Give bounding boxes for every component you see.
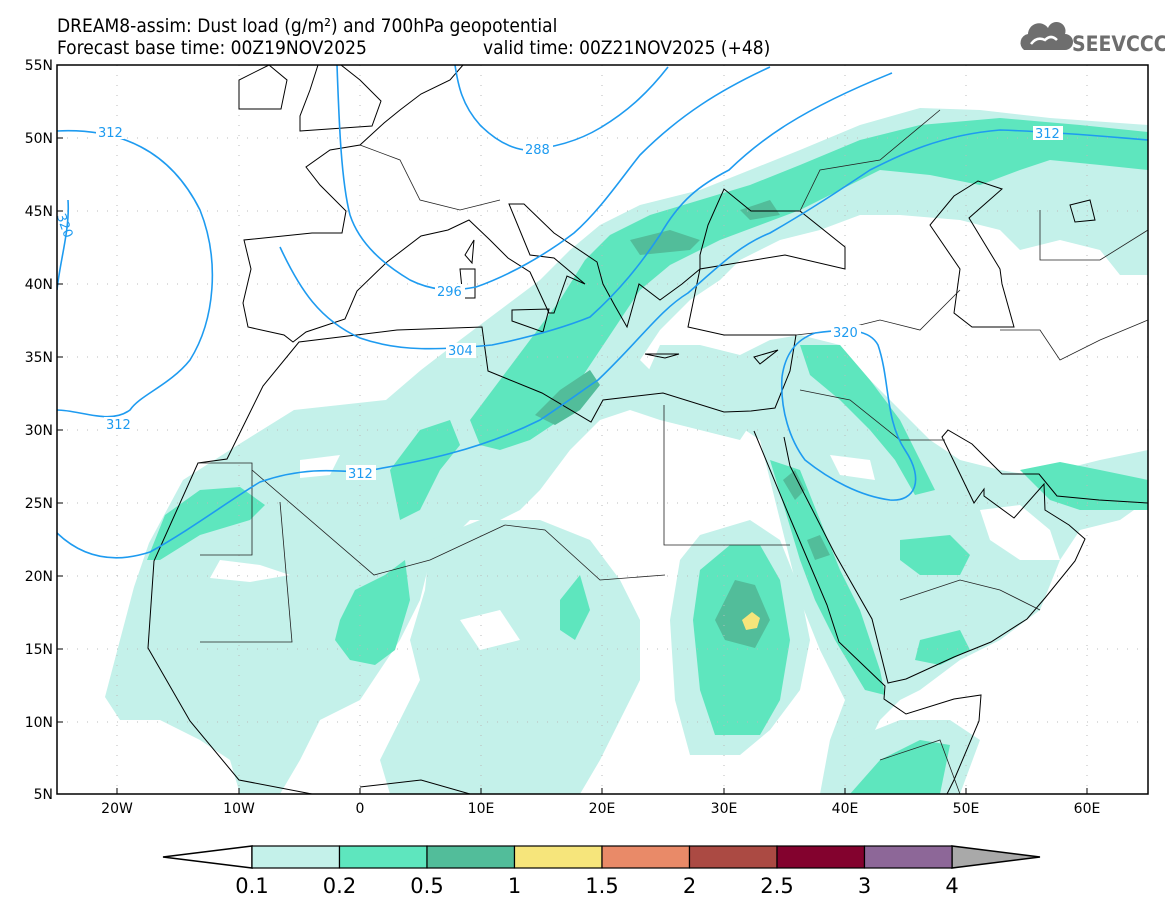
colorbar-above-range-triangle: [951, 845, 1041, 869]
colorbar-swatch: [426, 845, 516, 869]
contour-312-nw: [57, 129, 214, 418]
lat-label: 50N: [25, 131, 53, 147]
lat-label: 20N: [25, 569, 53, 585]
lat-label: 25N: [25, 496, 53, 512]
colorbar-legend: 0.1 0.2 0.5 1 1.5 2 2.5 3 4: [162, 845, 1041, 898]
valid-time: valid time: 00Z21NOV2025 (+48): [483, 37, 770, 59]
seevccc-logo: SEEVCCC: [1020, 21, 1165, 56]
colorbar-label: 0.5: [410, 874, 443, 898]
colorbar-swatch: [863, 845, 953, 869]
coastlines: [147, 65, 1148, 794]
geopotential-contours: [57, 65, 1148, 559]
lon-label: 50E: [953, 801, 980, 817]
colorbar-below-range-triangle: [162, 845, 253, 869]
contour-labels: 312 320 312 312 312 304 296 288 320: [53, 125, 1063, 482]
map-panel: 312 320 312 312 312 304 296 288 320 55N: [25, 58, 1149, 817]
longitude-labels: 20W 10W 0 10E 20E 30E 40E 50E 60E: [101, 801, 1100, 817]
latitude-labels: 55N 50N 45N 40N 35N 30N 25N 20N 15N 10N …: [25, 58, 53, 803]
lat-label: 15N: [25, 642, 53, 658]
lat-label: 10N: [25, 715, 53, 731]
dust-layer-0.2-0.5: [147, 118, 1148, 794]
dust-area-arabia: [640, 335, 1148, 794]
logo-text: SEEVCCC: [1072, 32, 1165, 56]
lat-label: 40N: [25, 277, 53, 293]
colorbar-label: 2: [683, 874, 696, 898]
colorbar-label: 4: [945, 874, 958, 898]
contour-304: [279, 72, 893, 350]
dust-free-patches: [210, 455, 1060, 650]
dust-layer-0.5-1: [535, 200, 830, 648]
contour-label: 312: [1035, 127, 1060, 142]
lat-label: 55N: [25, 58, 53, 74]
contour-288: [454, 65, 669, 151]
colorbar-swatch: [776, 845, 866, 869]
contour-296: [336, 65, 771, 291]
contour-320-w: [57, 199, 70, 291]
title-line1: DREAM8-assim: Dust load (g/m²) and 700hP…: [57, 15, 557, 37]
lon-label: 20W: [101, 801, 133, 817]
colorbar-label: 3: [858, 874, 871, 898]
colorbar-label: 1.5: [585, 874, 618, 898]
contour-label: 320: [833, 326, 858, 341]
colorbar-swatch: [688, 845, 778, 869]
colorbar-label: 2.5: [760, 874, 793, 898]
colorbar-swatch: [251, 845, 341, 869]
lon-label: 0: [356, 801, 365, 817]
colorbar-label: 0.1: [235, 874, 268, 898]
contour-label: 312: [348, 467, 373, 482]
colorbar-swatch: [338, 845, 428, 869]
colorbar-swatch: [513, 845, 603, 869]
axis-ticks: [57, 137, 1088, 794]
lat-label: 45N: [25, 204, 53, 220]
dust-layer-0.1-0.2: [105, 108, 1148, 794]
contour-label: 312: [106, 418, 131, 433]
lon-label: 30E: [711, 801, 738, 817]
cloud-icon: [1020, 21, 1073, 50]
lon-label: 20E: [589, 801, 616, 817]
contour-label: 296: [437, 285, 462, 300]
lat-label: 30N: [25, 423, 53, 439]
contour-label: 320: [53, 212, 76, 240]
lat-label: 35N: [25, 350, 53, 366]
colorbar-label: 1: [508, 874, 521, 898]
lon-label: 60E: [1074, 801, 1101, 817]
lon-label: 10E: [468, 801, 495, 817]
contour-label: 312: [98, 126, 123, 141]
colorbar-swatch: [601, 845, 691, 869]
lat-label: 5N: [34, 787, 53, 803]
colorbar-label: 0.2: [323, 874, 356, 898]
lon-label: 40E: [832, 801, 859, 817]
contour-label: 288: [525, 143, 550, 158]
contour-312-main: [57, 129, 1148, 559]
contour-label: 304: [448, 344, 473, 359]
forecast-base-time: Forecast base time: 00Z19NOV2025: [57, 37, 367, 59]
lon-label: 10W: [223, 801, 255, 817]
contour-320-e: [780, 329, 917, 501]
dust-layer-1-1.5: [742, 612, 760, 630]
